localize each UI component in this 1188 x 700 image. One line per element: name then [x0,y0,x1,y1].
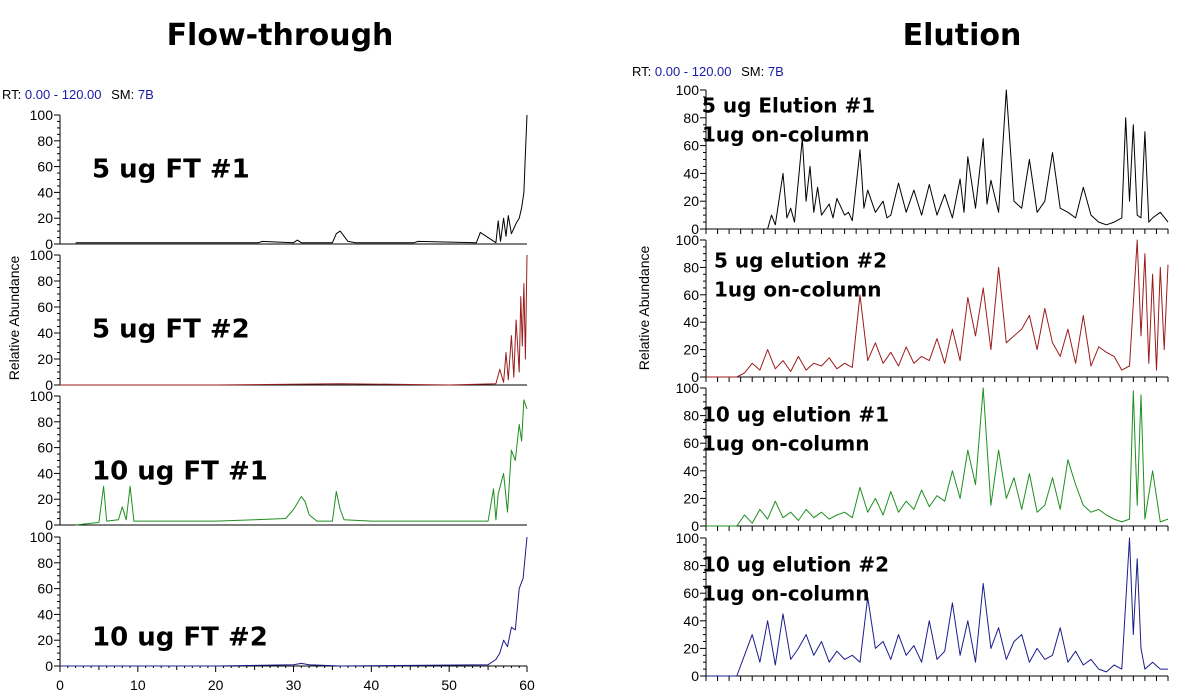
chromatogram-panel-4: 0 20 40 60 80 100 0 10 20 30 40 50 60 10 ug FT #2 [30,529,535,693]
y-tick-label: 100 [30,529,54,545]
y-tick-label: 80 [37,133,53,149]
panel-label: 10 ug elution #2 [702,553,889,577]
series-line [706,89,1169,230]
y-tick-label: 20 [683,342,699,358]
y-tick-label: 40 [683,314,699,330]
flow-through-rt-line: RT: 0.00 - 120.00 SM: 7B [2,87,154,102]
y-tick-label: 100 [676,530,700,546]
series-line [706,239,1169,378]
y-tick-label: 60 [683,585,699,601]
y-tick-label: 60 [683,138,699,154]
y-tick-label: 20 [37,351,53,367]
chromatogram-panel-2: 0 20 40 60 80 100 5 ug FT #2 [30,247,528,393]
y-tick-label: 80 [683,558,699,574]
y-tick-label: 0 [45,236,53,252]
flow-through-y-axis-title: Relative Abundance [6,256,22,381]
y-tick-label: 20 [683,640,699,656]
x-tick-label: 10 [130,677,146,693]
panel-label: 5 ug FT #2 [92,315,250,345]
flow-through-title: Flow-through [167,18,394,53]
panel-label: 10 ug FT #2 [92,623,268,653]
x-tick-label: 0 [56,677,64,693]
y-tick-label: 100 [30,107,54,123]
y-tick-label: 60 [37,440,53,456]
series-line [75,399,528,526]
y-tick-label: 60 [37,581,53,597]
panel-label: 1ug on-column [702,582,869,606]
chromatogram-panel-3: 0 20 40 60 80 100 10 ug FT #1 [30,388,528,533]
y-tick-label: 80 [37,414,53,430]
y-tick-label: 40 [683,613,699,629]
y-tick-label: 100 [30,247,54,263]
y-tick-label: 80 [37,555,53,571]
y-tick-label: 0 [691,518,699,534]
y-tick-label: 60 [683,287,699,303]
panel-label: 1ug on-column [702,432,869,456]
x-tick-label: 60 [519,677,535,693]
y-tick-label: 0 [45,517,53,533]
chromatogram-panel-6: 0 20 40 60 80 100 5 ug elution #2 1ug on-column [676,232,1169,385]
y-tick-label: 40 [37,606,53,622]
y-tick-label: 100 [676,232,700,248]
panel-label: 1ug on-column [714,278,881,302]
panel-label: 1ug on-column [702,123,869,147]
panel-label: 5 ug FT #1 [92,155,250,185]
y-tick-label: 80 [683,110,699,126]
y-tick-label: 80 [37,273,53,289]
elution-title: Elution [903,18,1022,53]
panel-label: 5 ug Elution #1 [702,94,875,118]
y-tick-label: 40 [683,463,699,479]
y-tick-label: 40 [37,465,53,481]
y-tick-label: 60 [37,159,53,175]
y-tick-label: 60 [37,299,53,315]
series-line [706,537,1168,677]
y-tick-label: 0 [45,658,53,674]
y-tick-label: 20 [37,491,53,507]
y-tick-label: 80 [683,408,699,424]
x-tick-label: 50 [441,677,457,693]
y-tick-label: 20 [683,193,699,209]
elution-rt-line: RT: 0.00 - 120.00 SM: 7B [632,64,784,79]
y-tick-label: 40 [37,184,53,200]
y-tick-label: 40 [683,165,699,181]
y-tick-label: 0 [691,369,699,385]
chromatogram-panel-1: 0 20 40 60 80 100 5 ug FT #1 [30,107,528,252]
y-tick-label: 40 [37,325,53,341]
y-tick-label: 80 [683,259,699,275]
y-tick-label: 0 [691,668,699,684]
y-tick-label: 100 [676,380,700,396]
series-line [60,536,528,667]
series-line [706,387,1169,527]
y-tick-label: 60 [683,435,699,451]
y-tick-label: 20 [683,490,699,506]
x-tick-label: 40 [364,677,380,693]
y-tick-label: 100 [676,82,700,98]
elution-y-axis-title: Relative Abundance [636,246,652,371]
panel-label: 10 ug FT #1 [92,457,268,487]
series-line [60,254,528,386]
panel-label: 5 ug elution #2 [714,249,887,273]
panel-label: 10 ug elution #1 [702,403,889,427]
y-tick-label: 0 [691,221,699,237]
x-tick-label: 30 [286,677,302,693]
y-tick-label: 20 [37,210,53,226]
y-tick-label: 100 [30,388,54,404]
y-tick-label: 20 [37,632,53,648]
x-tick-label: 20 [208,677,224,693]
series-line [75,114,528,244]
y-tick-label: 0 [45,377,53,393]
